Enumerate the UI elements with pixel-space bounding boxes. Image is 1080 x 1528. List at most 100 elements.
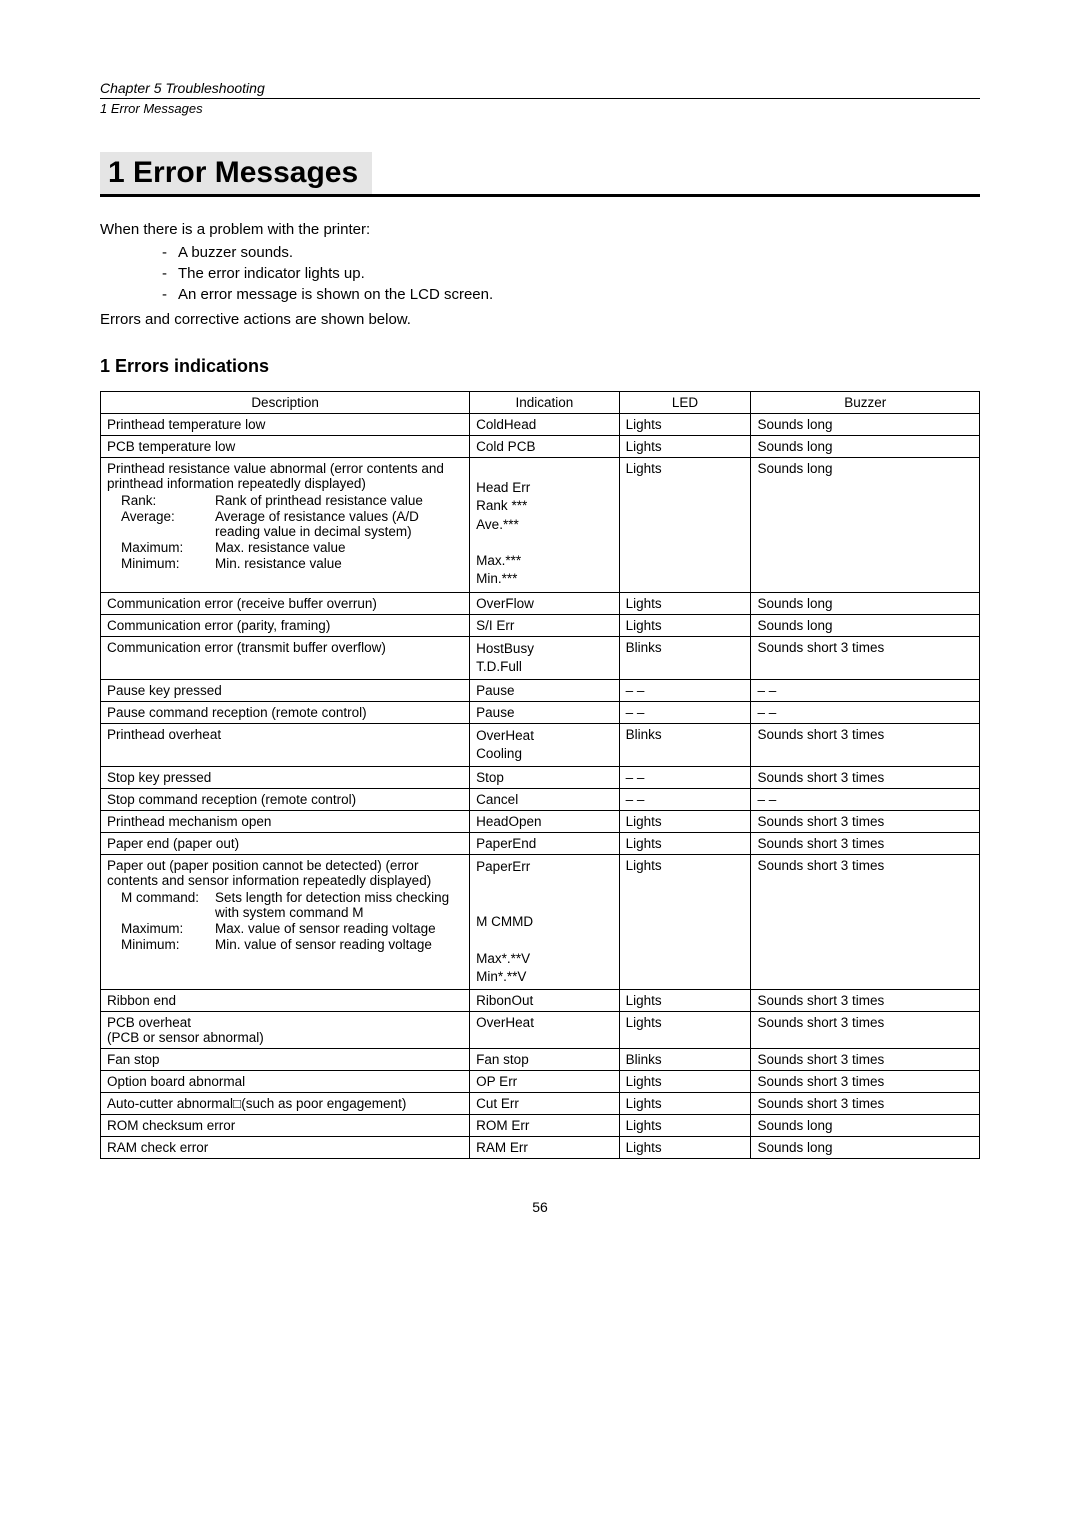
cell-buzzer: Sounds short 3 times	[751, 1048, 980, 1070]
cell-description: Printhead resistance value abnormal (err…	[101, 458, 470, 593]
cell-indication: OverHeatCooling	[470, 723, 619, 766]
col-indication: Indication	[470, 392, 619, 414]
cell-indication: Head ErrRank ***Ave.*** Max.***Min.***	[470, 458, 619, 593]
cell-led: Lights	[619, 436, 751, 458]
cell-description: Option board abnormal	[101, 1070, 470, 1092]
col-led: LED	[619, 392, 751, 414]
table-row: Printhead mechanism openHeadOpenLightsSo…	[101, 811, 980, 833]
cell-led: Blinks	[619, 636, 751, 679]
cell-led: Lights	[619, 833, 751, 855]
table-row: Ribbon endRibonOutLightsSounds short 3 t…	[101, 989, 980, 1011]
cell-description: PCB temperature low	[101, 436, 470, 458]
table-row: Communication error (parity, framing)S/I…	[101, 614, 980, 636]
cell-led: Lights	[619, 414, 751, 436]
col-description: Description	[101, 392, 470, 414]
cell-led: Lights	[619, 855, 751, 990]
cell-buzzer: Sounds long	[751, 458, 980, 593]
cell-buzzer: Sounds short 3 times	[751, 1011, 980, 1048]
table-header-row: Description Indication LED Buzzer	[101, 392, 980, 414]
table-row: Paper out (paper position cannot be dete…	[101, 855, 980, 990]
cell-buzzer: Sounds long	[751, 1136, 980, 1158]
intro-text: When there is a problem with the printer…	[100, 221, 980, 238]
section-subheader: 1 Error Messages	[100, 101, 980, 116]
cell-description: Paper end (paper out)	[101, 833, 470, 855]
cell-indication: OverHeat	[470, 1011, 619, 1048]
cell-indication: Cancel	[470, 789, 619, 811]
list-item: The error indicator lights up.	[162, 265, 980, 282]
cell-description: Printhead mechanism open	[101, 811, 470, 833]
cell-indication: S/I Err	[470, 614, 619, 636]
cell-description: Communication error (receive buffer over…	[101, 592, 470, 614]
cell-led: – –	[619, 679, 751, 701]
cell-buzzer: Sounds short 3 times	[751, 811, 980, 833]
table-row: Option board abnormalOP ErrLightsSounds …	[101, 1070, 980, 1092]
cell-buzzer: Sounds short 3 times	[751, 833, 980, 855]
table-row: Communication error (receive buffer over…	[101, 592, 980, 614]
cell-led: Lights	[619, 1092, 751, 1114]
cell-indication: ROM Err	[470, 1114, 619, 1136]
table-row: ROM checksum errorROM ErrLightsSounds lo…	[101, 1114, 980, 1136]
cell-description: Pause command reception (remote control)	[101, 701, 470, 723]
cell-description: Ribbon end	[101, 989, 470, 1011]
cell-description: Communication error (parity, framing)	[101, 614, 470, 636]
table-row: Pause command reception (remote control)…	[101, 701, 980, 723]
table-row: Printhead overheatOverHeatCoolingBlinksS…	[101, 723, 980, 766]
cell-description: Fan stop	[101, 1048, 470, 1070]
cell-buzzer: Sounds short 3 times	[751, 723, 980, 766]
cell-description: Communication error (transmit buffer ove…	[101, 636, 470, 679]
cell-led: Blinks	[619, 1048, 751, 1070]
cell-buzzer: Sounds short 3 times	[751, 1092, 980, 1114]
cell-buzzer: Sounds short 3 times	[751, 855, 980, 990]
after-bullets-text: Errors and corrective actions are shown …	[100, 311, 980, 328]
table-row: Fan stopFan stopBlinksSounds short 3 tim…	[101, 1048, 980, 1070]
cell-led: – –	[619, 789, 751, 811]
cell-indication: OverFlow	[470, 592, 619, 614]
cell-buzzer: – –	[751, 789, 980, 811]
cell-buzzer: Sounds short 3 times	[751, 1070, 980, 1092]
cell-indication: PaperEnd	[470, 833, 619, 855]
cell-buzzer: – –	[751, 679, 980, 701]
cell-indication: Cold PCB	[470, 436, 619, 458]
cell-indication: HeadOpen	[470, 811, 619, 833]
table-row: Stop command reception (remote control)C…	[101, 789, 980, 811]
cell-indication: ColdHead	[470, 414, 619, 436]
list-item: A buzzer sounds.	[162, 244, 980, 261]
cell-indication: HostBusyT.D.Full	[470, 636, 619, 679]
cell-buzzer: Sounds long	[751, 614, 980, 636]
cell-led: Lights	[619, 811, 751, 833]
table-row: Printhead resistance value abnormal (err…	[101, 458, 980, 593]
cell-led: Lights	[619, 1136, 751, 1158]
errors-table: Description Indication LED Buzzer Printh…	[100, 391, 980, 1159]
cell-indication: Pause	[470, 701, 619, 723]
cell-led: Lights	[619, 614, 751, 636]
cell-buzzer: Sounds long	[751, 592, 980, 614]
table-row: RAM check errorRAM ErrLightsSounds long	[101, 1136, 980, 1158]
cell-buzzer: Sounds long	[751, 414, 980, 436]
cell-led: – –	[619, 767, 751, 789]
cell-led: Lights	[619, 1011, 751, 1048]
cell-buzzer: Sounds long	[751, 1114, 980, 1136]
cell-led: Lights	[619, 458, 751, 593]
cell-buzzer: Sounds short 3 times	[751, 636, 980, 679]
cell-description: RAM check error	[101, 1136, 470, 1158]
cell-led: Lights	[619, 1070, 751, 1092]
table-row: Pause key pressedPause– –– –	[101, 679, 980, 701]
cell-led: Lights	[619, 1114, 751, 1136]
cell-led: Blinks	[619, 723, 751, 766]
cell-indication: Fan stop	[470, 1048, 619, 1070]
cell-indication: Pause	[470, 679, 619, 701]
cell-indication: OP Err	[470, 1070, 619, 1092]
cell-buzzer: Sounds long	[751, 436, 980, 458]
table-row: Communication error (transmit buffer ove…	[101, 636, 980, 679]
table-row: Paper end (paper out)PaperEndLightsSound…	[101, 833, 980, 855]
cell-description: ROM checksum error	[101, 1114, 470, 1136]
cell-indication: RAM Err	[470, 1136, 619, 1158]
cell-indication: PaperErr M CMMD Max*.**VMin*.**V	[470, 855, 619, 990]
list-item: An error message is shown on the LCD scr…	[162, 286, 980, 303]
cell-led: Lights	[619, 592, 751, 614]
table-row: PCB temperature lowCold PCBLightsSounds …	[101, 436, 980, 458]
chapter-header: Chapter 5 Troubleshooting	[100, 80, 980, 99]
intro-bullets: A buzzer sounds. The error indicator ligh…	[122, 244, 980, 303]
cell-description: Auto-cutter abnormal□(such as poor engag…	[101, 1092, 470, 1114]
cell-indication: Cut Err	[470, 1092, 619, 1114]
